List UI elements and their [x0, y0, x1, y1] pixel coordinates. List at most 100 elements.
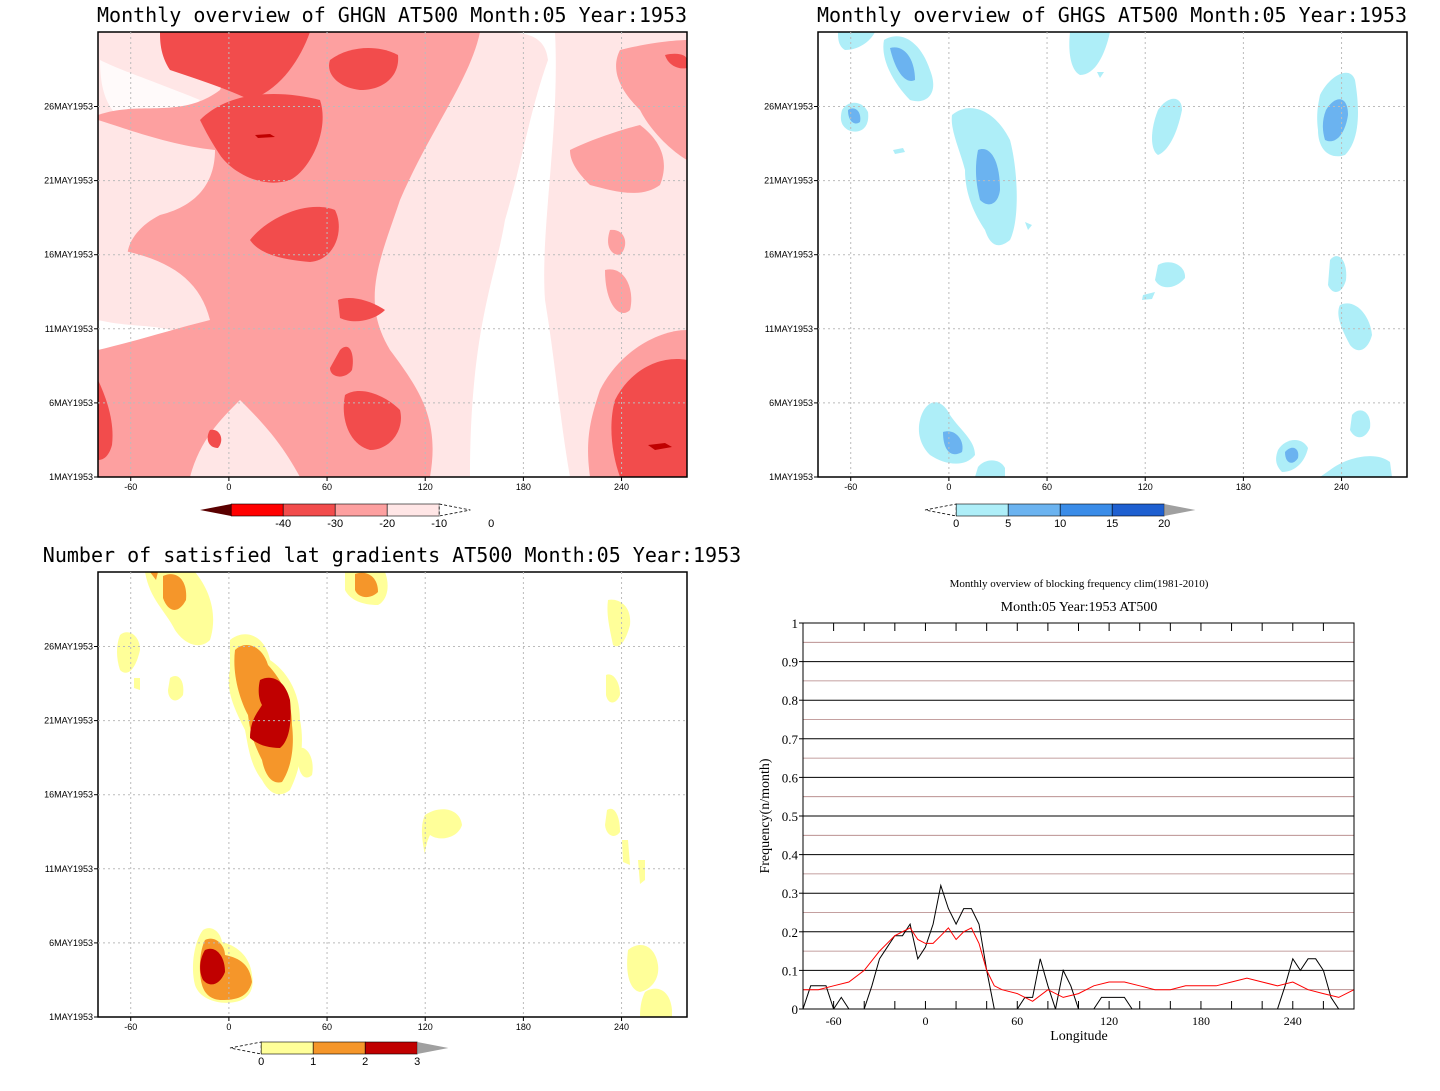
blocking-subtitle: Month:05 Year:1953 AT500	[1001, 600, 1158, 615]
y-tick-label: 6MAY1953	[49, 398, 93, 408]
y-tick-label: 21MAY1953	[44, 176, 93, 186]
colorbar-label: 0	[953, 518, 959, 530]
x-tick-label: 180	[1192, 1014, 1210, 1028]
panel-blocking-frequency: Monthly overview of blocking frequency c…	[758, 578, 1355, 1044]
colorbar-cell	[260, 1041, 314, 1055]
colorbar-cell	[386, 503, 440, 517]
y-tick-label: 0	[792, 1002, 799, 1017]
y-tick-label: 16MAY1953	[44, 250, 93, 260]
colorbar-cell	[230, 503, 284, 517]
x-tick-label: 240	[614, 482, 629, 492]
x-tick-label: 60	[322, 482, 332, 492]
colorbar-cap-high	[1164, 504, 1196, 516]
y-tick-label: 1MAY1953	[769, 472, 813, 482]
series-line-red	[803, 927, 1354, 1002]
x-tick-label: 0	[922, 1014, 928, 1028]
colorbar-cell	[955, 503, 1009, 517]
y-tick-label: 21MAY1953	[764, 176, 813, 186]
latgrad-title: Number of satisfied lat gradients AT500 …	[43, 543, 741, 567]
ghgn-colorbar: -40 -30 -20 -10 0	[200, 503, 494, 530]
x-tick-label: 180	[1236, 482, 1251, 492]
colorbar-label: -10	[431, 518, 447, 530]
colorbar-label: -20	[379, 518, 395, 530]
y-tick-label: 26MAY1953	[764, 102, 813, 112]
panel-ghgn: Monthly overview of GHGN AT500 Month:05 …	[44, 3, 688, 530]
x-tick-label: 0	[226, 482, 231, 492]
x-tick-label: 60	[1042, 482, 1052, 492]
x-tick-label: 120	[418, 482, 433, 492]
blocking-title: Monthly overview of blocking frequency c…	[950, 578, 1209, 590]
x-tick-label: 240	[1334, 482, 1349, 492]
series-line-black	[803, 883, 1354, 1009]
colorbar-cell	[282, 503, 336, 517]
x-tick-label: -60	[124, 1022, 137, 1032]
ghgs-axis-ticks: -60 0 60 120 180 240 1MAY1953 6MAY1953 11MAY1953…	[764, 102, 1349, 493]
colorbar-label: 1	[310, 1056, 316, 1068]
colorbar-label: 0	[488, 518, 494, 530]
ghgn-axis-ticks: -60 0 60 120 180 240 1MAY1953 6MAY1953 11MAY1953…	[44, 102, 629, 493]
y-tick-label: 0.9	[782, 655, 798, 670]
x-tick-label: 120	[1100, 1014, 1118, 1028]
panel-ghgs: Monthly overview of GHGS AT500 Month:05 …	[764, 3, 1408, 530]
y-tick-label: 0.4	[782, 848, 799, 863]
colorbar-cell	[312, 1041, 366, 1055]
y-tick-label: 0.8	[782, 693, 798, 708]
colorbar-cell	[1007, 503, 1061, 517]
x-tick-label: 120	[418, 1022, 433, 1032]
panel-lat-gradients: Number of satisfied lat gradients AT500 …	[43, 543, 741, 1068]
colorbar-label: 0	[258, 1056, 264, 1068]
x-tick-label: -60	[844, 482, 857, 492]
latgrad-colorbar: 0 1 2 3	[229, 1041, 449, 1068]
ghgn-gridlines	[98, 32, 687, 477]
latgrad-gridlines	[98, 572, 687, 1017]
colorbar-label: -40	[275, 518, 291, 530]
y-tick-label: 0.7	[782, 732, 799, 747]
x-tick-label: 60	[1011, 1014, 1023, 1028]
x-tick-label: 60	[322, 1022, 332, 1032]
colorbar-cap-low	[229, 1041, 262, 1055]
blocking-ylabel: Frequency(n/month)	[758, 758, 773, 873]
y-tick-label: 16MAY1953	[44, 790, 93, 800]
x-tick-label: 0	[946, 482, 951, 492]
x-tick-label: 0	[226, 1022, 231, 1032]
y-tick-label: 11MAY1953	[765, 324, 813, 334]
x-tick-label: 240	[614, 1022, 629, 1032]
y-tick-label: 1MAY1953	[49, 1012, 93, 1022]
colorbar-cap-low	[924, 503, 957, 517]
latgrad-axis-ticks: -60 0 60 120 180 240 1MAY1953 6MAY1953 11MAY1953…	[44, 642, 629, 1033]
x-tick-label: 120	[1138, 482, 1153, 492]
x-tick-label: -60	[826, 1014, 842, 1028]
y-tick-label: 0.2	[782, 925, 798, 940]
blocking-axis-ticks: 0 0.1 0.2 0.3 0.4 0.5 0.6 0.7 0.8 0.9 1 -60 0 60 120 18…	[782, 616, 1324, 1028]
colorbar-label: -30	[327, 518, 343, 530]
colorbar-cap-low	[200, 504, 232, 516]
ghgs-gridlines	[818, 32, 1407, 477]
x-tick-label: 180	[516, 1022, 531, 1032]
y-tick-label: 0.1	[782, 963, 798, 978]
y-tick-label: 21MAY1953	[44, 716, 93, 726]
x-tick-label: 180	[516, 482, 531, 492]
y-tick-label: 1MAY1953	[49, 472, 93, 482]
colorbar-label: 15	[1106, 518, 1118, 530]
colorbar-label: 3	[414, 1056, 420, 1068]
colorbar-cell	[1111, 503, 1165, 517]
y-tick-label: 16MAY1953	[764, 250, 813, 260]
y-tick-label: 0.3	[782, 886, 798, 901]
blocking-xlabel: Longitude	[1050, 1029, 1108, 1044]
colorbar-cell	[364, 1041, 418, 1055]
y-tick-label: 0.6	[782, 770, 799, 785]
y-tick-label: 26MAY1953	[44, 642, 93, 652]
x-tick-label: -60	[124, 482, 137, 492]
blocking-gridlines	[803, 641, 1354, 991]
colorbar-cap-high	[438, 503, 471, 517]
ghgn-title: Monthly overview of GHGN AT500 Month:05 …	[97, 3, 687, 27]
ghgs-title: Monthly overview of GHGS AT500 Month:05 …	[817, 3, 1407, 27]
colorbar-cell	[1059, 503, 1113, 517]
y-tick-label: 6MAY1953	[769, 398, 813, 408]
y-tick-label: 11MAY1953	[45, 864, 93, 874]
colorbar-label: 2	[362, 1056, 368, 1068]
colorbar-label: 20	[1158, 518, 1170, 530]
blocking-series	[803, 883, 1354, 1009]
ghgs-colorbar: 0 5 10 15 20	[924, 503, 1196, 530]
colorbar-cell	[334, 503, 388, 517]
